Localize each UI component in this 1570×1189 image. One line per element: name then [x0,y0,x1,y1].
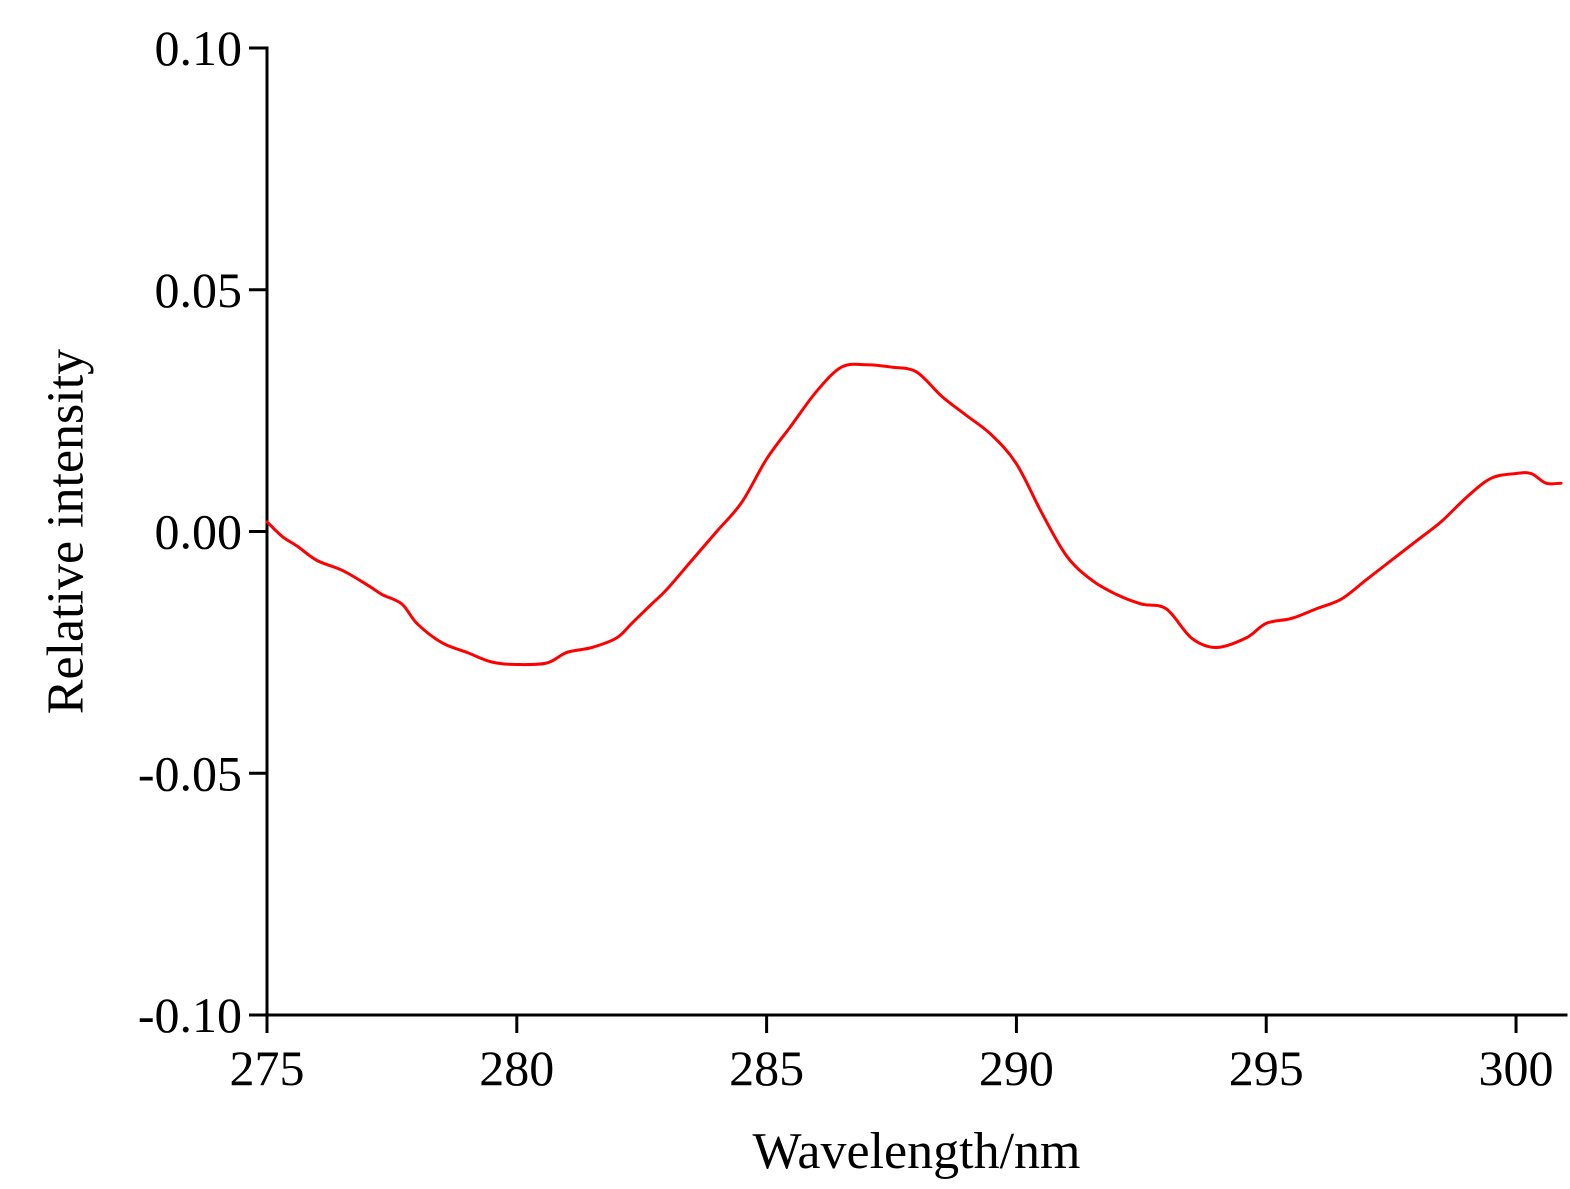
series-layer [265,362,1563,667]
x-tick-label: 285 [729,1040,804,1096]
y-axis-title: Relative intensity [38,349,95,714]
axes [265,46,1568,1017]
series-line [265,362,1563,667]
y-tick-label: -0.10 [138,987,242,1043]
x-tick-label: 295 [1229,1040,1304,1096]
x-tick-label: 280 [479,1040,554,1096]
y-tick-label: 0.10 [155,20,243,76]
x-tick-label: 290 [979,1040,1054,1096]
y-tick-label: -0.05 [138,745,242,801]
x-axis-title: Wavelength/nm [753,1123,1081,1180]
y-tick-label: 0.05 [155,262,243,318]
y-tick-label: 0.00 [155,504,243,560]
x-tick-label: 300 [1479,1040,1554,1096]
x-tick-label: 275 [230,1040,305,1096]
